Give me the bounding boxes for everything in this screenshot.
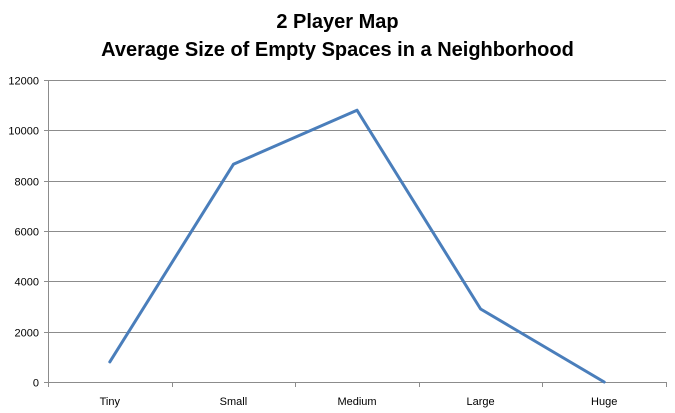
chart-title-block: 2 Player Map Average Size of Empty Space… [0, 8, 675, 64]
chart-subtitle: Average Size of Empty Spaces in a Neighb… [101, 39, 574, 61]
x-tick-label: Tiny [100, 396, 121, 408]
gridlines [48, 80, 666, 333]
y-axis-tick-labels: 0 2000 4000 6000 8000 10000 12000 [8, 76, 39, 390]
y-tick-label: 10000 [8, 126, 39, 138]
axes [44, 80, 667, 387]
x-tick-label: Huge [591, 396, 617, 408]
y-tick-label: 12000 [8, 76, 39, 88]
y-tick-label: 6000 [15, 227, 39, 239]
y-tick-label: 4000 [15, 277, 39, 289]
series-lines [108, 108, 606, 384]
y-tick-label: 0 [33, 378, 39, 390]
series-line-0 [108, 108, 606, 384]
x-tick-label: Small [220, 396, 248, 408]
y-tick-label: 8000 [15, 177, 39, 189]
x-tick-label: Medium [337, 396, 376, 408]
chart-title: 2 Player Map [276, 11, 399, 33]
x-tick-label: Large [467, 396, 495, 408]
x-axis-tick-labels: Tiny Small Medium Large Huge [100, 396, 618, 408]
y-tick-label: 2000 [15, 328, 39, 340]
